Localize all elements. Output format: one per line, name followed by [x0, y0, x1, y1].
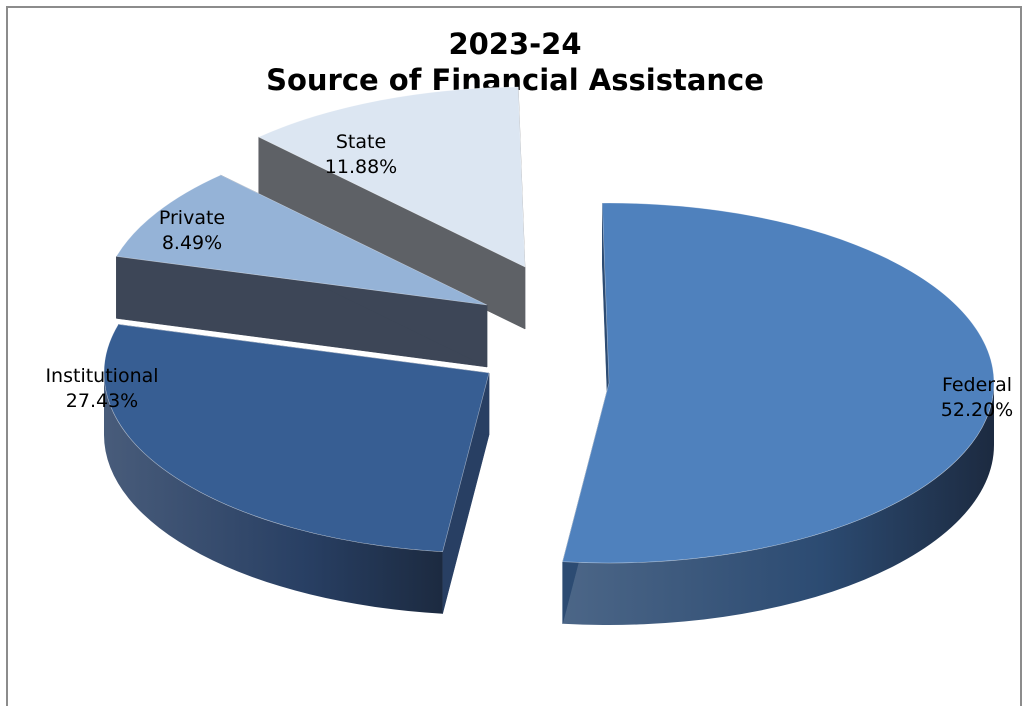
slice-percent-private: 8.49%: [161, 232, 223, 254]
slice-label-private: Private 8.49%: [159, 206, 225, 256]
slice-label-federal: Federal 52.20%: [941, 373, 1013, 423]
slice-name-state: State: [335, 131, 387, 153]
slice-label-state: State 11.88%: [325, 130, 397, 180]
slice-percent-institutional: 27.43%: [65, 390, 139, 412]
slice-top-institutional: [103, 324, 490, 553]
slice-top-private: [115, 174, 488, 306]
slice-top-federal: [562, 202, 995, 564]
slice-name-private: Private: [158, 207, 226, 229]
chart-frame: [6, 6, 1022, 706]
pie-slice-private: [115, 174, 488, 368]
slice-side-federal: [562, 383, 994, 625]
pie-slice-institutional: [103, 324, 490, 614]
slice-percent-state: 11.88%: [324, 156, 398, 178]
slice-top-state: [257, 86, 526, 268]
slice-side-institutional: [103, 373, 443, 614]
slice-percent-federal: 52.20%: [940, 399, 1014, 421]
slice-name-federal: Federal: [941, 374, 1013, 396]
slice-label-institutional: Institutional 27.43%: [45, 364, 158, 414]
slice-name-institutional: Institutional: [45, 365, 159, 387]
chart-title-line-1: 2023-24: [448, 27, 582, 61]
pie-slice-federal: [562, 202, 995, 625]
pie-slice-state: [257, 86, 526, 330]
